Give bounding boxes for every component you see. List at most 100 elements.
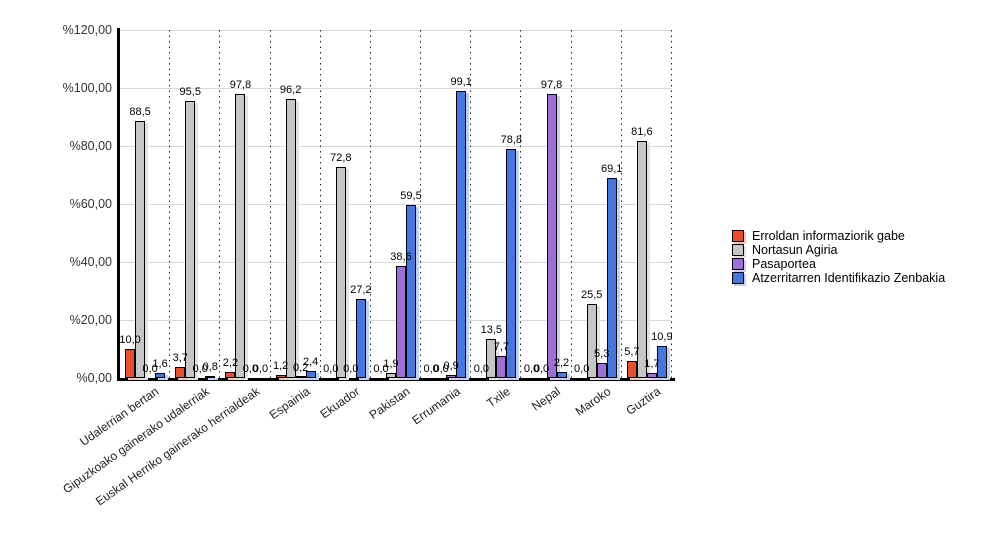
bar [486, 338, 497, 378]
legend-label: Pasaportea [752, 257, 816, 271]
bar [656, 346, 667, 378]
bar-value-label: 72,8 [330, 151, 352, 164]
bar-value-label: 99,1 [450, 75, 472, 88]
bar [295, 376, 306, 378]
bar-value-label: 0,0 [423, 363, 439, 375]
y-tick-label: %60,00 [69, 197, 112, 211]
group-separator [470, 30, 472, 378]
y-tick-label: %120,00 [62, 23, 112, 37]
category-label: Pakistan [366, 384, 413, 423]
bar [305, 371, 316, 378]
bar-value-label: 69,1 [600, 162, 623, 175]
category-label: Espainia [266, 384, 313, 423]
bar-value-label: 0,0 [433, 363, 449, 375]
bar [596, 362, 607, 378]
bar [395, 266, 406, 378]
bar-group: 1,2 96,2 0,2 2,4 [271, 30, 321, 378]
grid-line [120, 262, 672, 263]
bar-value-label: 97,8 [229, 79, 252, 92]
bar [636, 141, 647, 378]
bar-value-label: 25,5 [580, 289, 603, 302]
category-label: Txile [484, 384, 513, 411]
bar-value-label: 2,4 [302, 356, 319, 369]
bar-group: 5,7 81,6 1,7 10,9 [622, 30, 673, 378]
bar [405, 205, 416, 378]
group-separator [369, 30, 371, 378]
bar-group: 10,0 88,5 0,0 1,6 [119, 30, 171, 378]
category-label: Guztira [623, 384, 664, 418]
bar-group: 3,7 95,5 0,0 0,8 [170, 30, 221, 378]
bar-value-label: 27,2 [350, 284, 372, 297]
grid-line [120, 204, 672, 205]
group-separator [670, 30, 672, 378]
bar [556, 371, 567, 378]
bar-group: 0,0 13,5 7,7 78,8 [471, 30, 523, 378]
bar [175, 367, 186, 378]
bar-value-label: 0,8 [202, 360, 218, 373]
x-axis-line [117, 378, 675, 381]
legend-item: Pasaportea [732, 257, 945, 271]
bar [155, 373, 166, 378]
grid-line [120, 30, 672, 31]
bar [606, 177, 617, 378]
y-tick-label: %0,00 [76, 371, 112, 385]
bar [626, 361, 637, 378]
group-separator [520, 30, 522, 378]
bar-group: 0,0 0,0 97,8 2,2 [521, 30, 572, 378]
plot-area: 10,0 88,5 0,0 1,6 3,7 95,5 0,0 0,8 2,2 97,8 0,0 0,0… [119, 30, 673, 378]
bar-group: 2,2 97,8 0,0 0,0 [220, 30, 271, 378]
bar-value-label: 95,5 [179, 86, 201, 99]
bar-value-label: 59,5 [400, 190, 422, 203]
legend-swatch [732, 230, 744, 242]
bar-value-label: 78,8 [500, 134, 523, 147]
bar [235, 94, 246, 378]
bar-value-label: 97,8 [540, 79, 563, 92]
bar [285, 99, 296, 378]
group-separator [319, 30, 321, 378]
bar-value-label: 1,6 [152, 358, 168, 371]
bar-value-label: 88,5 [129, 106, 151, 119]
bar [135, 121, 146, 378]
bar-group: 0,0 25,5 5,3 69,1 [572, 30, 622, 378]
legend-label: Nortasun Agiria [752, 243, 838, 257]
category-label: Maroko [572, 384, 614, 419]
category-label: Ekuador [317, 384, 363, 422]
bar [456, 90, 467, 378]
bar [646, 373, 657, 378]
bar-value-label: 81,6 [631, 126, 653, 139]
bar-group: 0,0 1,9 38,6 59,5 [371, 30, 422, 378]
bar [496, 355, 507, 378]
legend-label: Atzerritarren Identifikazio Zenbakia [752, 271, 946, 285]
category-label: Errumania [409, 384, 463, 428]
legend-swatch [732, 258, 744, 270]
y-tick-label: %20,00 [69, 313, 112, 327]
category-label: Nepal [529, 384, 564, 414]
legend-label: Erroldan informaziorik gabe [752, 229, 905, 243]
group-separator [570, 30, 572, 378]
bar [506, 149, 517, 378]
bar [385, 372, 396, 378]
bar [546, 94, 557, 378]
legend: Erroldan informaziorik gabe Nortasun Agir… [732, 229, 945, 285]
bar-value-label: 10,9 [651, 331, 673, 344]
bar [355, 299, 366, 378]
y-tick-label: %40,00 [69, 255, 112, 269]
bar [125, 349, 136, 378]
legend-swatch [732, 272, 744, 284]
bar-group: 0,0 72,8 0,0 27,2 [321, 30, 372, 378]
bar-value-label: 0,0 [252, 363, 269, 375]
bar [225, 371, 236, 378]
group-separator [169, 30, 171, 378]
bar-value-label: 13,5 [480, 323, 503, 336]
grid-line [120, 88, 672, 89]
bar [275, 374, 286, 378]
bar [185, 101, 196, 378]
bar [205, 375, 216, 378]
grid-line [120, 146, 672, 147]
bar [446, 375, 457, 378]
bar-group: 0,0 0,0 0,9 99,1 [421, 30, 472, 378]
legend-item: Erroldan informaziorik gabe [732, 229, 945, 243]
y-tick-label: %80,00 [69, 139, 112, 153]
group-separator [269, 30, 271, 378]
y-axis-line [117, 28, 120, 380]
